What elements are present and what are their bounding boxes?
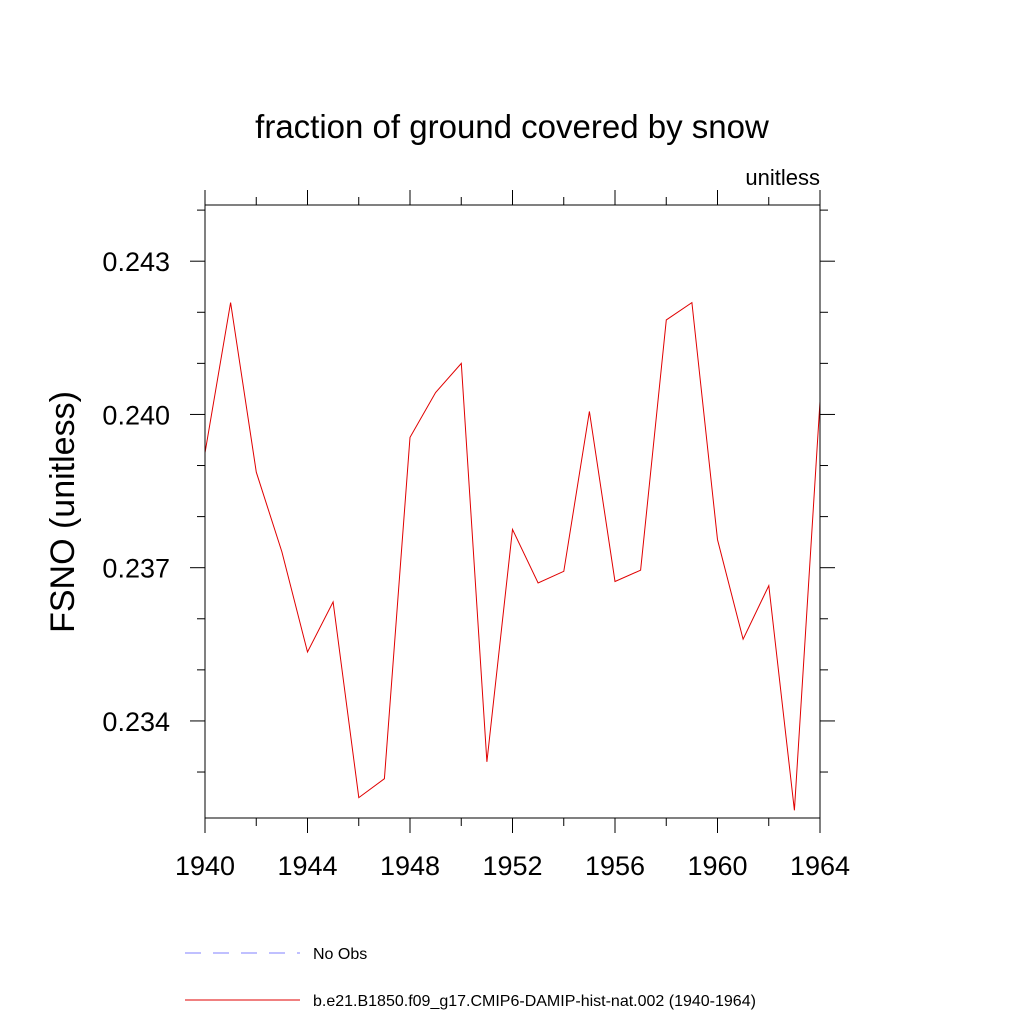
data-series (204, 301, 821, 811)
y-tick-label: 0.234 (102, 707, 170, 737)
plot-frame (204, 204, 821, 819)
x-tick-label: 1956 (585, 851, 645, 881)
legend-label: No Obs (313, 946, 367, 963)
legend: No Obs b.e21.B1850.f09_g17.CMIP6-DAMIP-hi… (185, 946, 756, 1010)
y-axis-label: FSNO (unitless) (44, 391, 82, 633)
y-tick-label: 0.243 (102, 247, 170, 277)
chart-title: fraction of ground covered by snow (255, 108, 769, 145)
x-tick-label: 1952 (482, 851, 542, 881)
units-label: unitless (745, 165, 820, 190)
x-tick-label: 1940 (175, 851, 235, 881)
x-tick-label: 1960 (687, 851, 747, 881)
axis-ticks: 1940 1944 1948 1952 1956 1960 1964 0.234 0.237 0.… (102, 190, 850, 881)
y-tick-label: 0.240 (102, 400, 170, 430)
x-tick-label: 1944 (277, 851, 337, 881)
legend-label: b.e21.B1850.f09_g17.CMIP6-DAMIP-hist-nat… (313, 993, 756, 1010)
y-tick-label: 0.237 (102, 554, 170, 584)
x-tick-label: 1964 (790, 851, 850, 881)
series-line (204, 301, 821, 811)
x-tick-label: 1948 (380, 851, 440, 881)
